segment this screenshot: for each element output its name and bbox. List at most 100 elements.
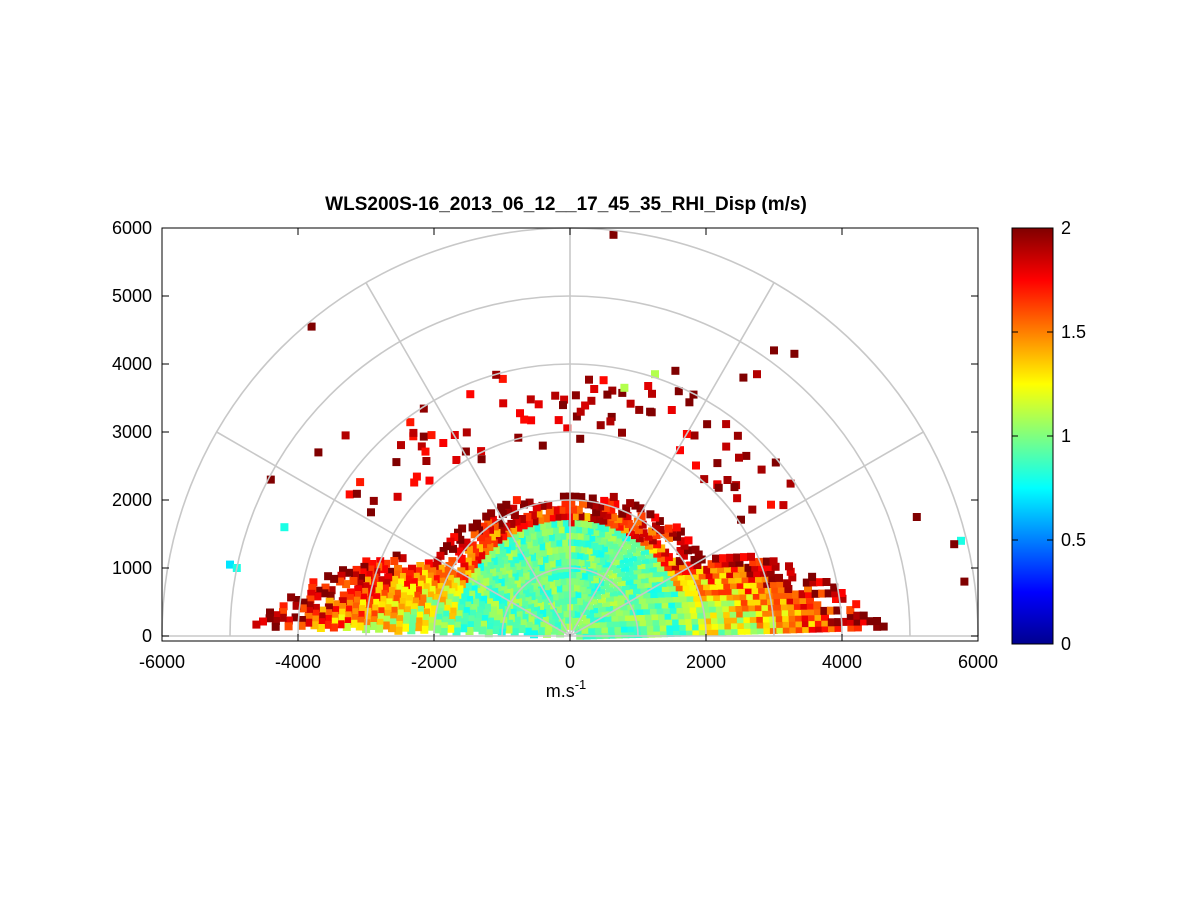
data-cell	[520, 500, 528, 509]
data-cell	[873, 622, 882, 631]
data-cell	[325, 597, 334, 606]
data-cell	[536, 627, 545, 636]
data-cell	[472, 623, 481, 632]
data-cell	[469, 560, 478, 569]
data-cell	[698, 628, 707, 636]
data-cell	[757, 465, 766, 474]
data-cell	[448, 569, 457, 578]
data-cell	[521, 571, 530, 580]
data-cell	[570, 576, 578, 585]
data-cell	[509, 504, 518, 513]
data-cell	[602, 559, 611, 568]
data-cell	[626, 399, 635, 408]
data-cell	[713, 593, 722, 601]
data-cell	[409, 578, 418, 587]
data-cell	[813, 601, 822, 610]
data-cell	[598, 604, 607, 613]
data-cell	[445, 593, 454, 602]
data-cell	[784, 585, 793, 593]
data-cell	[437, 596, 446, 605]
data-cell	[479, 540, 488, 549]
data-cell	[686, 628, 694, 637]
data-cell	[795, 619, 804, 628]
data-cell	[613, 574, 622, 583]
data-cell	[382, 609, 391, 618]
data-cell	[733, 553, 742, 562]
data-cell	[674, 600, 683, 608]
data-cell	[606, 525, 615, 534]
data-cell	[467, 552, 476, 561]
data-cell	[460, 562, 469, 571]
data-cell	[610, 549, 619, 557]
data-cell	[698, 616, 706, 625]
data-cell	[719, 592, 728, 601]
data-cell	[547, 559, 556, 568]
data-cell	[482, 565, 490, 574]
data-cell	[811, 589, 820, 598]
data-cell	[751, 586, 760, 594]
data-cell	[775, 614, 784, 623]
data-cell	[520, 601, 529, 609]
data-cell	[637, 561, 646, 570]
data-cell	[757, 626, 765, 635]
data-cell	[504, 552, 513, 561]
data-cell	[415, 580, 424, 589]
data-cell	[392, 570, 400, 579]
data-cell	[646, 510, 655, 519]
data-cell	[554, 519, 563, 527]
data-cell	[530, 581, 538, 590]
data-cell	[569, 550, 578, 559]
data-cell	[588, 514, 596, 522]
data-cell	[560, 518, 569, 527]
data-cell	[563, 505, 572, 514]
data-cell	[755, 574, 763, 583]
data-cell	[439, 591, 448, 600]
data-cell	[546, 533, 555, 542]
data-cell	[443, 542, 451, 551]
data-cell	[369, 616, 378, 625]
data-cell	[425, 572, 434, 581]
data-cell	[436, 602, 445, 611]
data-cell	[775, 573, 783, 582]
data-cell	[550, 626, 559, 635]
data-cell	[388, 612, 397, 621]
data-cell	[531, 565, 540, 574]
data-cell	[644, 541, 653, 550]
data-cell	[756, 580, 765, 589]
data-cell	[592, 508, 601, 517]
data-cell	[781, 608, 790, 617]
data-cell	[546, 553, 555, 562]
data-cell	[460, 612, 469, 621]
data-cell	[487, 580, 496, 589]
data-cell	[676, 537, 685, 546]
data-cell	[463, 569, 472, 578]
data-cell	[589, 520, 598, 529]
data-cell	[613, 602, 622, 611]
data-cell	[488, 515, 497, 524]
data-cell	[308, 584, 317, 592]
data-cell	[639, 618, 648, 627]
data-cell	[552, 598, 561, 607]
data-cell	[419, 432, 428, 441]
data-cell	[722, 604, 731, 613]
data-cell	[731, 586, 740, 595]
data-cell	[538, 548, 547, 557]
data-cell	[307, 322, 316, 331]
data-cell	[762, 557, 771, 566]
x-tick-label: 4000	[822, 652, 862, 672]
data-cell	[656, 563, 665, 572]
data-cell	[556, 629, 565, 638]
data-cell	[827, 618, 836, 627]
data-cell	[783, 579, 792, 588]
data-cell	[637, 570, 646, 579]
data-cell	[526, 568, 535, 577]
data-cell	[696, 566, 705, 575]
data-cell	[455, 547, 464, 556]
data-cell	[609, 492, 618, 501]
data-cell	[579, 571, 588, 580]
data-cell	[505, 588, 514, 597]
data-cell	[572, 412, 581, 421]
data-cell	[477, 601, 485, 610]
data-cell	[390, 601, 399, 610]
data-cell	[814, 618, 823, 627]
